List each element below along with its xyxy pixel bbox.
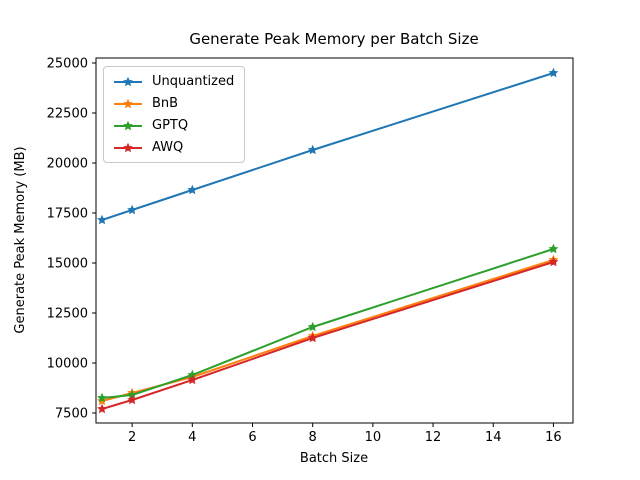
legend: Unquantized BnB GPTQ AWQ xyxy=(103,66,246,163)
data-point-star-icon xyxy=(187,369,198,380)
series-gptq xyxy=(97,243,559,403)
data-point-star-icon xyxy=(97,214,107,225)
series-line xyxy=(101,261,555,410)
data-point-star-icon xyxy=(307,144,318,155)
data-point-star-icon xyxy=(548,243,559,254)
axes-frame xyxy=(95,57,574,424)
legend-item-unquantized: Unquantized xyxy=(112,72,234,91)
legend-label: Unquantized xyxy=(152,74,235,89)
data-point-star-icon xyxy=(548,67,559,78)
series-line xyxy=(101,248,555,399)
y-tick-label: 20000 xyxy=(47,157,88,172)
data-point-star-icon xyxy=(187,184,198,195)
legend-star-icon xyxy=(123,142,133,152)
data-point-star-icon xyxy=(307,321,318,332)
legend-label: BnB xyxy=(152,96,179,111)
legend-line-star-icon xyxy=(114,76,142,86)
x-tick-label: 6 xyxy=(248,430,256,445)
legend-item-awq: AWQ xyxy=(112,138,234,157)
y-tick-label: 15000 xyxy=(47,257,88,272)
y-tick-label: 7500 xyxy=(55,407,88,422)
x-tick-label: 10 xyxy=(365,430,382,445)
legend-item-gptq: GPTQ xyxy=(112,116,234,135)
data-point-star-icon xyxy=(548,256,559,267)
x-tick-label: 14 xyxy=(485,430,502,445)
legend-line-star-icon xyxy=(114,120,142,130)
x-tick-label: 16 xyxy=(545,430,562,445)
legend-star-icon xyxy=(123,98,133,108)
data-point-star-icon xyxy=(127,204,138,215)
chart-title: Generate Peak Memory per Batch Size xyxy=(189,30,478,48)
x-tick-label: 12 xyxy=(425,430,442,445)
y-tick-label: 17500 xyxy=(47,207,88,222)
data-point-star-icon xyxy=(307,332,318,343)
y-axis-label: Generate Peak Memory (MB) xyxy=(13,146,28,333)
x-tick-label: 4 xyxy=(188,430,196,445)
legend-line-star-icon xyxy=(114,142,142,152)
x-tick-label: 8 xyxy=(309,430,317,445)
legend-line-star-icon xyxy=(114,98,142,108)
series-awq xyxy=(97,256,559,414)
legend-label: AWQ xyxy=(152,140,184,155)
y-tick-label: 10000 xyxy=(47,357,88,372)
series-unquantized xyxy=(97,67,559,225)
data-point-star-icon xyxy=(97,403,107,414)
series-line xyxy=(101,259,555,402)
y-tick-label: 12500 xyxy=(47,307,88,322)
legend-star-icon xyxy=(123,120,133,130)
x-tick-label: 2 xyxy=(128,430,136,445)
y-tick-label: 25000 xyxy=(47,57,88,72)
data-point-star-icon xyxy=(187,374,198,385)
data-point-star-icon xyxy=(97,392,107,403)
x-axis-label: Batch Size xyxy=(300,451,368,466)
plot-area: 7500 10000 12500 15000 17500 20000 22500 25000 2… xyxy=(47,57,574,445)
legend-label: GPTQ xyxy=(152,118,189,133)
legend-star-icon xyxy=(123,76,133,86)
legend-item-bnb: BnB xyxy=(112,94,234,113)
data-point-star-icon xyxy=(97,395,107,406)
data-point-star-icon xyxy=(127,394,138,405)
y-tick-label: 22500 xyxy=(47,107,88,122)
data-point-star-icon xyxy=(127,389,138,400)
